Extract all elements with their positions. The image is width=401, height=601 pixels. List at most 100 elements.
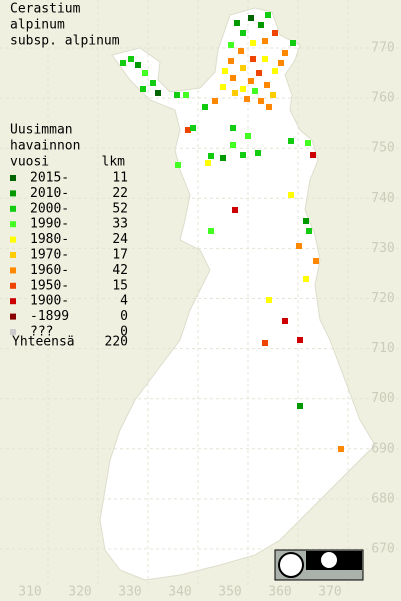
observation-square	[185, 127, 191, 133]
legend-swatch	[10, 282, 16, 289]
observation-square	[135, 62, 141, 68]
observation-square	[230, 125, 236, 131]
legend-header: havainnon	[10, 139, 80, 154]
observation-square	[296, 243, 302, 249]
observation-square	[220, 155, 226, 161]
y-label: 760	[371, 91, 394, 106]
x-label: 330	[118, 585, 141, 600]
observation-square	[212, 98, 218, 104]
observation-square	[245, 133, 251, 139]
observation-square	[244, 96, 250, 102]
observation-square	[175, 162, 181, 168]
legend-label: ???	[30, 325, 53, 340]
total-count: 220	[105, 335, 128, 350]
observation-square	[128, 56, 134, 62]
observation-square	[232, 90, 238, 96]
legend-swatch	[10, 267, 16, 274]
title-line: Cerastium	[10, 2, 81, 17]
observation-square	[220, 84, 226, 90]
observation-square	[120, 60, 126, 66]
x-label: 360	[268, 585, 291, 600]
legend-count: 4	[120, 294, 128, 309]
title-line: subsp. alpinum	[10, 34, 120, 49]
observation-square	[183, 92, 189, 98]
cc-icon	[278, 552, 304, 578]
observation-square	[288, 192, 294, 198]
grid	[0, 0, 401, 585]
observation-square	[338, 446, 344, 452]
observation-square	[222, 68, 228, 74]
observation-square	[140, 86, 146, 92]
observation-square	[258, 22, 264, 28]
y-label: 670	[371, 542, 394, 557]
observation-square	[190, 125, 196, 131]
observation-square	[230, 75, 236, 81]
legend-swatch	[10, 236, 16, 243]
legend-label: 1990-	[30, 217, 69, 232]
observation-square	[310, 152, 316, 158]
observation-square	[290, 40, 296, 46]
observation-square	[266, 297, 272, 303]
observation-square	[202, 104, 208, 110]
observations	[120, 12, 344, 452]
legend-swatch	[10, 205, 16, 212]
observation-square	[282, 50, 288, 56]
legend-label: 2010-	[30, 186, 69, 201]
observation-square	[248, 15, 254, 21]
legend-count: 17	[112, 248, 128, 263]
observation-square	[228, 58, 234, 64]
legend-swatch	[10, 329, 16, 335]
observation-square	[272, 68, 278, 74]
x-label: 370	[318, 585, 341, 600]
observation-square	[255, 150, 261, 156]
y-label: 750	[371, 141, 394, 156]
legend-swatch	[10, 252, 16, 258]
observation-square	[278, 60, 284, 66]
legend-count: 52	[112, 201, 128, 216]
legend-swatch	[10, 175, 16, 181]
legend-count: 0	[120, 325, 128, 340]
y-label: 690	[371, 441, 394, 456]
observation-square	[262, 56, 268, 62]
observation-square	[155, 90, 161, 96]
x-label: 350	[218, 585, 241, 600]
legend-count: 0	[120, 309, 128, 324]
observation-square	[230, 142, 236, 148]
observation-square	[262, 340, 268, 346]
observation-square	[252, 88, 258, 94]
legend-count: 24	[112, 232, 128, 247]
legend-count-header: lkm	[102, 155, 126, 170]
legend-count: 42	[112, 263, 128, 278]
legend-label: 1950-	[30, 278, 69, 293]
y-label: 710	[371, 341, 394, 356]
observation-square	[250, 56, 256, 62]
observation-square	[250, 40, 256, 46]
title-line: alpinum	[10, 18, 65, 33]
legend-swatch	[10, 190, 16, 197]
observation-square	[240, 152, 246, 158]
observation-square	[306, 228, 312, 234]
x-label: 340	[168, 585, 191, 600]
observation-square	[150, 80, 156, 86]
y-label: 720	[371, 291, 394, 306]
labels: 310 320 330 340 350 360 3707707607507407307207…	[10, 2, 395, 600]
observation-square	[303, 218, 309, 224]
observation-square	[208, 153, 214, 159]
observation-square	[238, 48, 244, 54]
observation-square	[264, 82, 270, 88]
observation-square	[266, 104, 272, 110]
observation-square	[305, 140, 311, 146]
observation-square	[232, 207, 238, 213]
legend-label: 1960-	[30, 263, 69, 278]
y-label: 730	[371, 241, 394, 256]
observation-square	[272, 30, 278, 36]
legend-label: 2000-	[30, 201, 69, 216]
legend-label: -1899	[30, 309, 69, 324]
legend-label: 1900-	[30, 294, 69, 309]
legend-swatch	[10, 298, 16, 305]
x-label: 310	[18, 585, 41, 600]
y-label: 680	[371, 491, 394, 506]
observation-square	[258, 98, 264, 104]
observation-square	[208, 228, 214, 234]
